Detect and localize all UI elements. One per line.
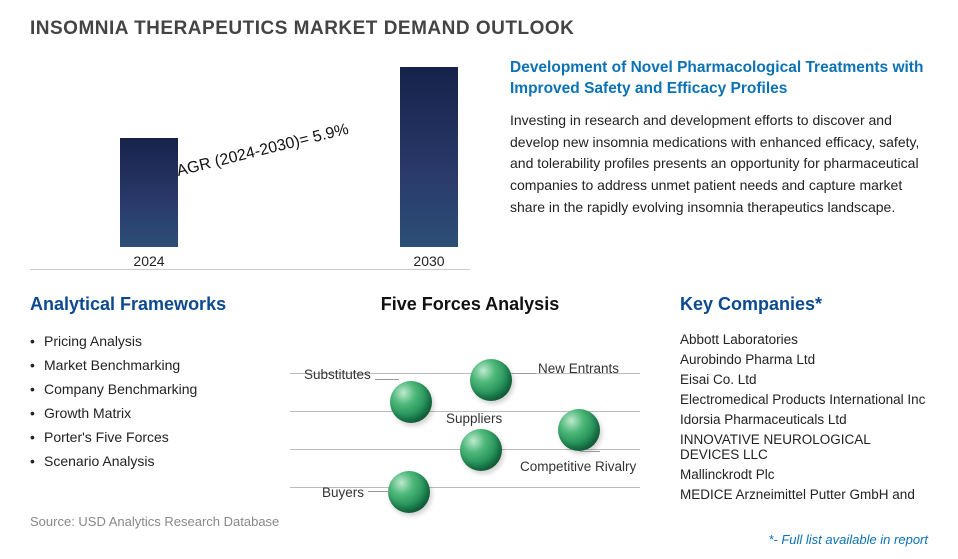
framework-item: Growth Matrix xyxy=(30,401,260,425)
company-item: INNOVATIVE NEUROLOGICAL DEVICES LLC xyxy=(680,429,928,464)
companies-column: Key Companies* Abbott LaboratoriesAurobi… xyxy=(680,294,928,519)
buyers-sphere xyxy=(388,471,430,513)
company-item: Idorsia Pharmaceuticals Ltd xyxy=(680,409,928,429)
five-forces-diagram: Substitutes New Entrants Suppliers Competit… xyxy=(280,329,650,519)
five-forces-title: Five Forces Analysis xyxy=(280,294,660,315)
frameworks-title: Analytical Frameworks xyxy=(30,294,260,315)
chart-bar xyxy=(120,138,178,247)
company-item: Mallinckrodt Plc xyxy=(680,464,928,484)
suppliers-label: Suppliers xyxy=(446,411,502,426)
framework-item: Company Benchmarking xyxy=(30,377,260,401)
company-item: Abbott Laboratories xyxy=(680,329,928,349)
companies-title: Key Companies* xyxy=(680,294,928,315)
chart-bar-label: 2030 xyxy=(413,253,444,269)
competitive-rivalry-label: Competitive Rivalry xyxy=(520,459,636,474)
company-item: Eisai Co. Ltd xyxy=(680,369,928,389)
bar-chart: CAGR (2024-2030)= 5.9% 2024 2030 xyxy=(30,50,470,270)
new-entrants-sphere xyxy=(470,359,512,401)
chart-bar-label: 2024 xyxy=(133,253,164,269)
framework-item: Market Benchmarking xyxy=(30,353,260,377)
leader-line xyxy=(375,379,399,380)
substitutes-label: Substitutes xyxy=(304,367,371,382)
company-item: MEDICE Arzneimittel Putter GmbH and xyxy=(680,484,928,504)
cagr-annotation: CAGR (2024-2030)= 5.9% xyxy=(164,121,351,184)
description-body: Investing in research and development ef… xyxy=(510,110,928,218)
top-row: CAGR (2024-2030)= 5.9% 2024 2030 Developm… xyxy=(30,50,928,270)
frameworks-list: Pricing AnalysisMarket BenchmarkingCompa… xyxy=(30,329,260,473)
company-item: Aurobindo Pharma Ltd xyxy=(680,349,928,369)
leader-line xyxy=(512,373,536,374)
substitutes-sphere xyxy=(390,381,432,423)
frameworks-column: Analytical Frameworks Pricing AnalysisMa… xyxy=(30,294,260,519)
description-panel: Development of Novel Pharmacological Tre… xyxy=(510,50,928,270)
framework-item: Scenario Analysis xyxy=(30,449,260,473)
framework-item: Porter's Five Forces xyxy=(30,425,260,449)
five-forces-column: Five Forces Analysis Substitutes New Entr… xyxy=(280,294,660,519)
page-title: INSOMNIA THERAPEUTICS MARKET DEMAND OUTL… xyxy=(30,18,928,40)
bottom-row: Analytical Frameworks Pricing AnalysisMa… xyxy=(30,294,928,519)
leader-line xyxy=(368,491,390,492)
competitive-rivalry-sphere xyxy=(558,409,600,451)
companies-list: Abbott LaboratoriesAurobindo Pharma LtdE… xyxy=(680,329,928,504)
footnote: *- Full list available in report xyxy=(768,532,928,547)
buyers-label: Buyers xyxy=(322,485,364,500)
suppliers-sphere xyxy=(460,429,502,471)
description-title: Development of Novel Pharmacological Tre… xyxy=(510,58,928,100)
chart-bar xyxy=(400,67,458,247)
framework-item: Pricing Analysis xyxy=(30,329,260,353)
company-item: Electromedical Products International In… xyxy=(680,389,928,409)
leader-line xyxy=(580,451,600,452)
new-entrants-label: New Entrants xyxy=(538,361,619,376)
source-line: Source: USD Analytics Research Database xyxy=(30,514,279,529)
